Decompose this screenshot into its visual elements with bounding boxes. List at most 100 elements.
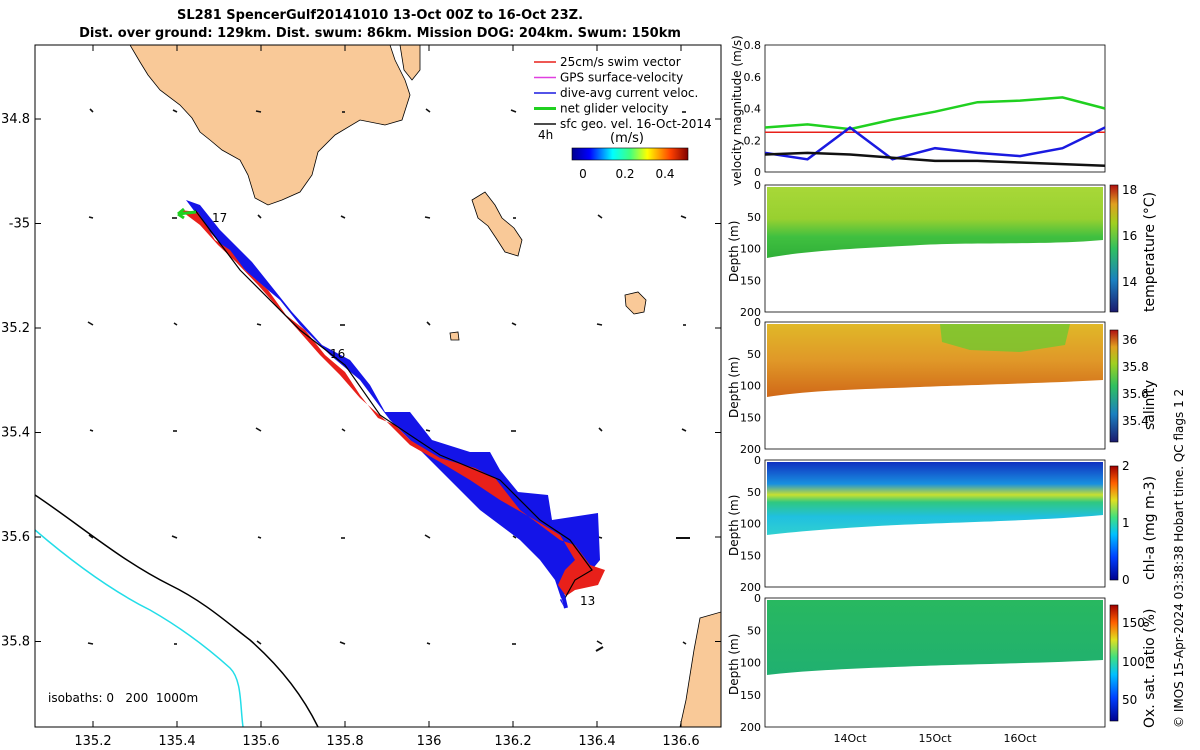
colorbar-unit: (m/s) [610,131,644,146]
dive-avg-current-vectors [186,200,600,607]
depth-tick-label: 50 [747,624,761,637]
colorbar-tick-label: 2 [1122,459,1130,473]
depth-tick-label: 150 [740,549,761,562]
salinity-colorbar [1109,329,1119,443]
geo-velocity-arrow [341,428,346,432]
chla-panel [764,459,1119,588]
depth-tick-label: 200 [740,306,761,319]
chla-field [767,462,1103,535]
map-x-tick-label: 136 [417,734,442,749]
geo-velocity-arrow [257,214,262,219]
depth-tick-label: 100 [740,657,761,670]
colorbar-tick-label: 35.4 [1122,414,1149,428]
velocity-y-ticks: 0 0.2 0.4 0.6 0.8 [744,39,762,179]
temperature-ylabel: Depth (m) [727,220,741,282]
depth-tick-label: 0 [754,179,761,192]
salinity-panel [764,321,1119,450]
geo-velocity-arrow [511,322,517,326]
geo-velocity-arrow [680,215,687,219]
geo-velocity-arrow [598,110,603,113]
velocity-series-line [764,125,1106,161]
title-line-1: SL281 SpencerGulf20141010 13-Oct 00Z to … [176,8,584,23]
island-land [679,611,721,727]
velocity-series-line [764,96,1106,131]
geo-velocity-arrow [595,646,604,652]
depth-ticks: 0501001502000501001502000501001502000501… [740,179,761,734]
temperature-field [767,187,1103,258]
geo-velocity-arrow [425,108,431,113]
velocity-series-line [764,151,1106,167]
credit-label: © IMOS 15-Apr-2024 03:38:38 Hobart time.… [1172,388,1186,728]
time-axis-ticks: 14Oct 15Oct 16Oct [833,732,1037,745]
map-y-tick-label: 35.4 [1,426,30,441]
depth-tick-label: 200 [740,443,761,456]
geo-velocity-arrow [597,214,603,219]
geo-velocity-arrow [87,642,94,645]
geo-velocity-arrow [424,534,431,539]
map-x-tick-label: 136.2 [494,734,531,749]
track-end-marker [561,594,568,609]
depth-tick-label: 0 [754,592,761,605]
map-x-tick-label: 135.2 [74,734,111,749]
geo-velocity-arrow [88,534,94,539]
geo-velocity-arrow [89,429,94,432]
map-y-tick-label: 35.6 [1,530,30,545]
geo-velocity-arrow [681,428,687,432]
velocity-y-tick-label: 0.8 [744,39,762,52]
geo-velocity-arrow [596,323,603,326]
geo-velocity-arrow [339,641,346,645]
geo-velocity-arrow [173,322,178,326]
map-y-ticks: 34.8 -35 35.2 35.4 35.6 35.8 [1,112,721,650]
map-x-tick-label: 135.4 [158,734,195,749]
net-glider-velocity-arrow [177,207,197,220]
temperature-panel [764,184,1119,313]
colorbar-tick: 0.4 [655,167,674,181]
map-y-tick-label: 35.8 [1,635,30,650]
depth-tick-label: 150 [740,274,761,287]
map-legend: 25cm/s swim vector GPS surface-velocitydi… [534,55,712,131]
map-y-tick-label: 35.2 [1,321,30,336]
day-label-16: 16 [330,347,345,361]
salinity-fresh-patch [940,324,1070,352]
depth-tick-label: 100 [740,380,761,393]
swim-vector-track [180,210,605,596]
land-masses [129,45,721,727]
velocity-y-tick-label: 0.6 [744,71,762,84]
geo-velocity-arrow [340,215,346,219]
map-y-tick-label: -35 [9,217,30,232]
velocity-y-tick-label: 0.2 [744,134,762,147]
legend-label: GPS surface-velocity [560,71,683,85]
geo-velocity-arrow [89,108,94,113]
depth-tick-label: 100 [740,243,761,256]
chla-ylabel: Depth (m) [727,494,741,556]
velocity-y-tick-label: 0.4 [744,103,762,116]
geo-velocity-arrow [598,427,603,432]
colorbar-tick-label: 16 [1122,229,1137,243]
oxygen-field [767,600,1103,675]
speed-colorbar [571,147,689,161]
colorbar-ticks: 14 16 18 35.4 35.6 35.8 36 0 1 2 50 100 150 [1122,183,1149,707]
oxygen-panel [764,597,1119,728]
map-x-tick-label: 135.8 [326,734,363,749]
colorbar-tick-label: 50 [1122,693,1137,707]
map-frame [34,44,722,728]
geo-velocity-arrow [596,640,603,645]
isobaths-label: isobaths: 0 200 1000m [48,691,198,705]
day-label-13: 13 [580,594,595,608]
geo-velocity-arrow [88,216,94,219]
island-land [471,191,523,257]
chla-colorbar-label: chl-a (mg m-3) [1142,475,1158,580]
depth-tick-label: 200 [740,581,761,594]
velocity-ylabel: velocity magnitude (m/s) [730,35,744,186]
depth-tick-label: 0 [754,454,761,467]
island-land [449,331,460,341]
depth-tick-label: 100 [740,518,761,531]
geo-velocity-arrow [171,535,178,539]
legend-label: sfc geo. vel. 16-Oct-2014 [560,117,712,131]
geo-velocity-arrow [424,216,431,219]
geo-velocity-arrow [87,321,94,326]
legend-label: dive-avg current veloc. [560,86,698,100]
depth-tick-label: 50 [747,211,761,224]
colorbar-tick-label: 36 [1122,333,1137,347]
